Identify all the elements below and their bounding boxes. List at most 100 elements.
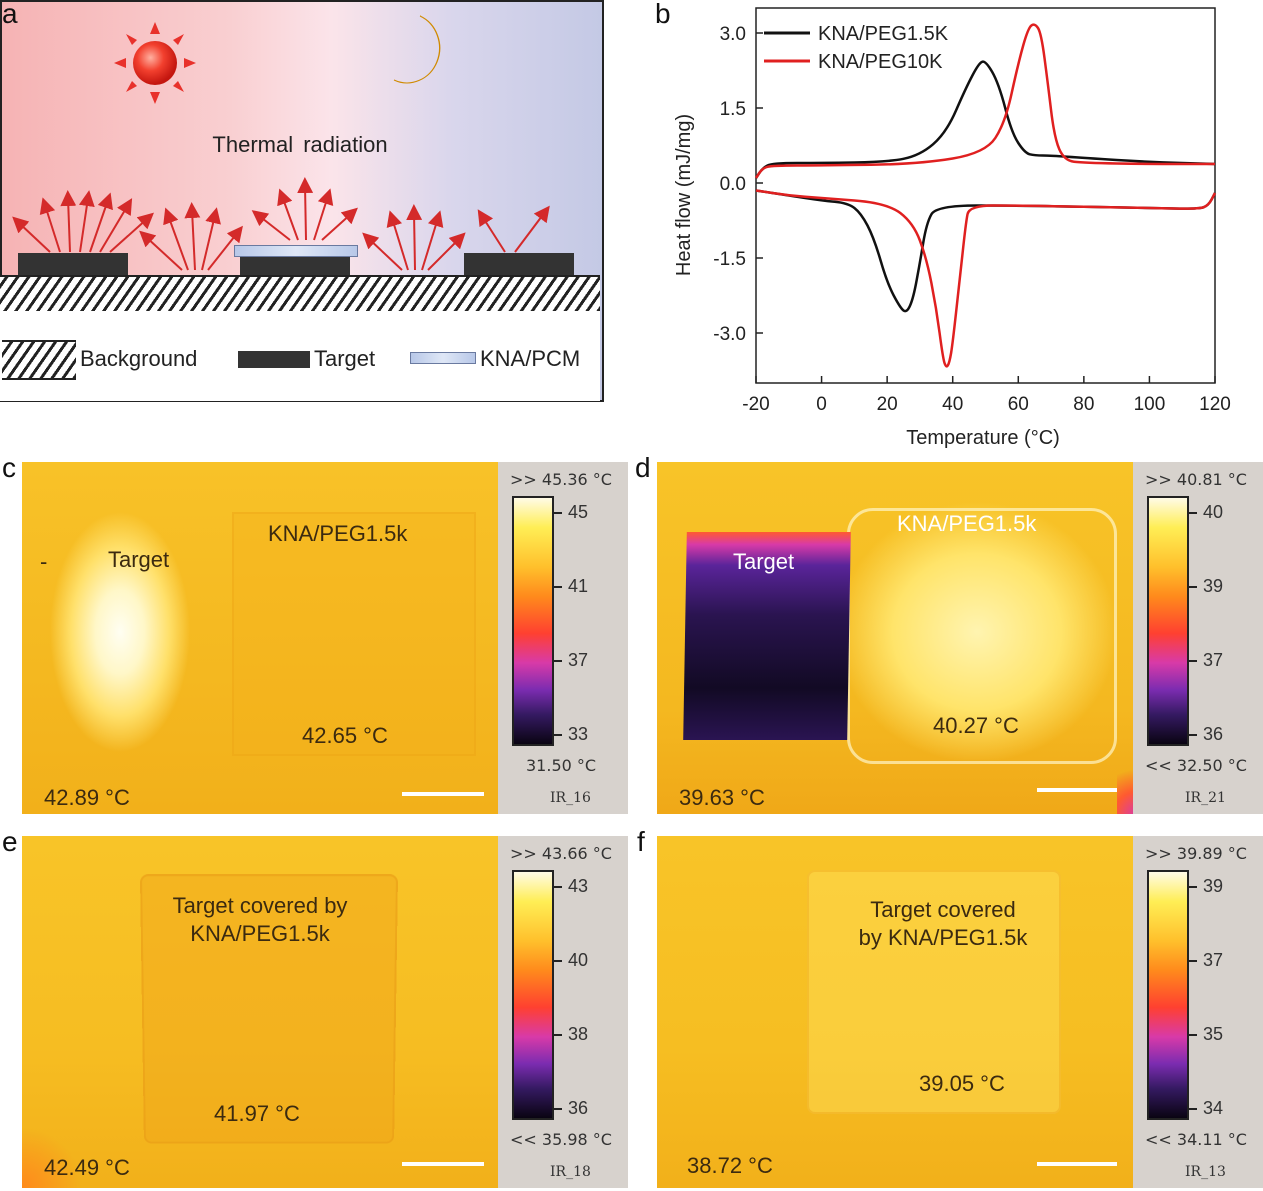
scale-max: >> 43.66 °C: [510, 844, 612, 863]
scale-bar: [402, 1162, 484, 1166]
x-tick-label: 0: [816, 394, 827, 415]
scale-tick-1: 39: [1203, 576, 1224, 596]
thermal-image-c: - Target KNA/PEG1.5k 42.65 °C 42.89 °C >…: [22, 462, 628, 814]
x-tick-label: 40: [942, 394, 963, 415]
x-tick-label: 20: [877, 394, 898, 415]
x-tick-label: 100: [1134, 394, 1166, 415]
spot-temperature: 38.72 °C: [687, 1153, 773, 1178]
series-line-heating-2: [754, 23, 1215, 179]
scale-tick-3: 36: [1203, 724, 1224, 744]
scale-bar: [402, 792, 484, 796]
scale-min: << 32.50 °C: [1145, 756, 1247, 775]
covered-label-line1: Target covered by: [172, 893, 348, 918]
color-scale: >> 43.66 °C 43 40 38 36 << 35.98 °C IR_1…: [498, 836, 628, 1188]
y-tick-label: 0.0: [720, 174, 746, 195]
scale-max: >> 40.81 °C: [1145, 470, 1247, 489]
kna-pcm-layer: [234, 245, 358, 257]
scale-tick-0: 43: [568, 876, 589, 896]
spot-temperature: 39.63 °C: [679, 785, 765, 810]
series-line-heating-0: [754, 60, 1216, 179]
x-tick-label: 80: [1073, 394, 1094, 415]
target-block-covered: [240, 253, 350, 275]
target-block-right: [464, 253, 574, 275]
marker: -: [40, 549, 48, 574]
sample-temperature: 42.65 °C: [302, 723, 388, 748]
image-id: IR_18: [550, 1164, 591, 1180]
sample-temperature: 40.27 °C: [933, 713, 1019, 738]
panel-label-d: d: [635, 452, 651, 483]
panel-label-e: e: [2, 826, 18, 857]
sample-label: KNA/PEG1.5k: [268, 521, 408, 546]
scale-tick-1: 37: [1203, 950, 1224, 970]
thermal-image-e: Target covered by KNA/PEG1.5k 41.97 °C 4…: [22, 836, 628, 1188]
scale-min: << 35.98 °C: [510, 1130, 612, 1149]
radiation-arrows: [12, 177, 550, 271]
y-tick-label: -1.5: [713, 249, 746, 270]
scale-tick-2: 38: [568, 1024, 589, 1044]
legend-label-peg15k: KNA/PEG1.5K: [818, 23, 949, 45]
color-scale: >> 45.36 °C 45 41 37 33 31.50 °C IR_16: [498, 462, 628, 814]
scale-bar: [1037, 1162, 1117, 1166]
image-id: IR_21: [1185, 790, 1226, 806]
image-id: IR_16: [550, 790, 591, 806]
scale-tick-2: 35: [1203, 1024, 1224, 1044]
legend-target-swatch: [238, 351, 310, 368]
legend-label-peg10k: KNA/PEG10K: [818, 51, 943, 73]
panel-label-b: b: [655, 0, 671, 29]
scale-tick-2: 37: [568, 650, 589, 670]
scale-min: 31.50 °C: [526, 756, 597, 775]
color-scale: >> 39.89 °C 39 37 35 34 << 34.11 °C IR_1…: [1133, 836, 1263, 1188]
x-axis-label: Temperature (°C): [906, 427, 1060, 449]
y-axis-label: Heat flow (mJ/mg): [673, 114, 695, 276]
moon-icon: [393, 15, 441, 84]
scale-tick-1: 41: [568, 576, 589, 596]
legend-target-label: Target: [314, 346, 376, 371]
sample-label: KNA/PEG1.5k: [897, 511, 1037, 536]
scale-tick-3: 36: [568, 1098, 589, 1118]
sun-icon: [114, 22, 196, 104]
panel-label-c: c: [2, 452, 16, 483]
legend-kna-swatch: [410, 352, 476, 364]
scale-min: << 34.11 °C: [1145, 1130, 1247, 1149]
scale-max: >> 39.89 °C: [1145, 844, 1247, 863]
legend-background-swatch: [2, 340, 76, 380]
schematic-panel: Thermal radiation Background Target KNA/…: [0, 0, 604, 402]
y-tick-label: 3.0: [720, 24, 746, 45]
scale-tick-2: 37: [1203, 650, 1224, 670]
scale-tick-0: 45: [568, 502, 589, 522]
spot-temperature: 42.49 °C: [44, 1155, 130, 1180]
thermal-radiation-text: Thermal radiation: [212, 132, 388, 157]
scale-tick-0: 40: [1203, 502, 1224, 522]
panel-label-f: f: [637, 826, 645, 857]
legend-kna-label: KNA/PCM: [480, 346, 581, 371]
target-block-left: [18, 253, 128, 275]
x-tick-label: 120: [1199, 394, 1231, 415]
sample-temperature: 41.97 °C: [214, 1101, 300, 1126]
scale-tick-3: 33: [568, 724, 589, 744]
scale-tick-3: 34: [1203, 1098, 1224, 1118]
y-tick-label: -3.0: [713, 324, 746, 345]
image-id: IR_13: [1185, 1164, 1226, 1180]
x-tick-label: -20: [742, 394, 769, 415]
covered-label-line2: KNA/PEG1.5k: [190, 921, 330, 946]
dsc-chart: -20 0 20 40 60 80 100 120 3.0 1.5 0.0 -1.5 -3.0 KNA/…: [673, 7, 1231, 449]
sample-temperature: 39.05 °C: [919, 1071, 1005, 1096]
x-tick-label: 60: [1008, 394, 1029, 415]
background-substrate: [0, 275, 600, 313]
spot-temperature: 42.89 °C: [44, 785, 130, 810]
covered-label-line1: Target covered: [870, 897, 1016, 922]
scale-bar: [1037, 788, 1117, 792]
target-label: Target: [733, 549, 795, 574]
covered-label-line2: by KNA/PEG1.5k: [858, 925, 1028, 950]
target-label: Target: [108, 547, 170, 572]
series-line-cooling-3: [755, 189, 1217, 368]
scale-tick-1: 40: [568, 950, 589, 970]
legend-background-label: Background: [80, 346, 198, 371]
thermal-image-d: Target KNA/PEG1.5k 40.27 °C 39.63 °C >> …: [657, 462, 1263, 814]
y-tick-label: 1.5: [720, 99, 746, 120]
scale-tick-0: 39: [1203, 876, 1224, 896]
scale-max: >> 45.36 °C: [510, 470, 612, 489]
panel-label-a: a: [2, 0, 18, 29]
thermal-image-f: Target covered by KNA/PEG1.5k 39.05 °C 3…: [657, 836, 1263, 1188]
color-scale: >> 40.81 °C 40 39 37 36 << 32.50 °C IR_2…: [1133, 462, 1263, 814]
